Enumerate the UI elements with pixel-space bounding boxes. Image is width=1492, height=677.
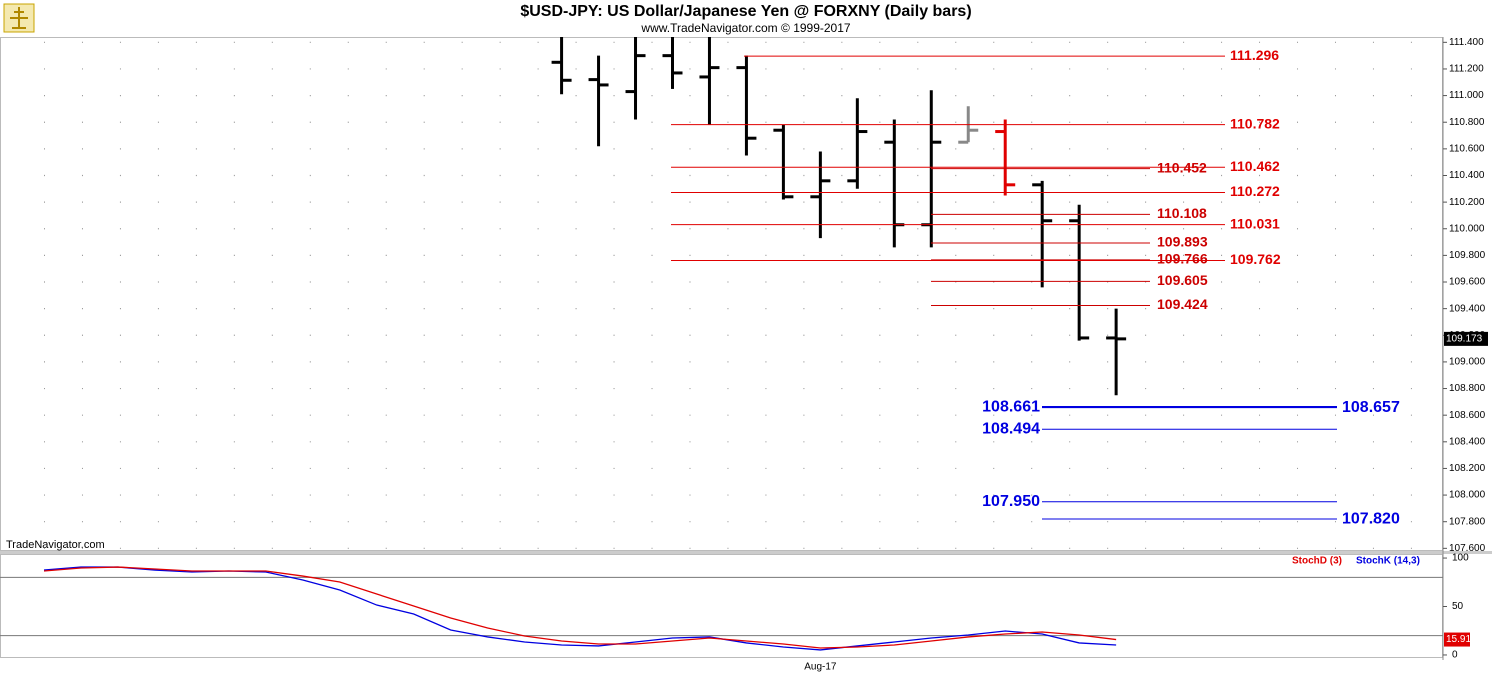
logo [3,3,35,33]
y-tick-label: 111.200 [1449,64,1484,75]
chart-subtitle: www.TradeNavigator.com © 1999-2017 [640,21,850,35]
last-price-box [1444,331,1488,346]
level-label: 109.762 [1230,251,1281,267]
y-tick-label: 107.600 [1449,543,1486,554]
level-label: 110.782 [1230,115,1280,131]
y-tick-label: 111.400 [1449,37,1484,48]
stoch-line [43,566,1117,649]
legend-entry: StochK (14,3) [1356,556,1420,567]
y-tick-label: 110.400 [1449,170,1485,181]
y-tick-label: 109.400 [1449,303,1486,314]
level-label: 111.296 [1230,47,1279,63]
watermark: TradeNavigator.com [6,539,105,551]
x-tick-label: Aug-17 [804,662,837,673]
y-tick-label: 50 [1452,601,1464,612]
y-tick-label: 108.000 [1449,490,1486,501]
level-label: 107.820 [1342,510,1400,527]
y-tick-label: 108.600 [1449,410,1486,421]
level-label: 107.950 [982,493,1040,510]
last-price-label: 109.173 [1446,334,1483,345]
panel-divider [0,551,1492,554]
y-tick-label: 108.200 [1449,463,1486,474]
y-tick-label: 110.600 [1449,143,1485,154]
y-tick-label: 111.000 [1449,90,1484,101]
y-tick-label: 108.800 [1449,383,1486,394]
value-label: 15.91 [1446,634,1471,645]
y-tick-label: 109.000 [1449,357,1486,368]
level-label: 109.605 [1157,272,1208,288]
level-label: 110.462 [1230,158,1280,174]
level-label: 110.031 [1230,215,1280,231]
y-tick-label: 109.800 [1449,250,1486,261]
level-label: 108.494 [982,421,1040,438]
level-label: 110.272 [1230,183,1280,199]
level-label: 109.766 [1157,251,1208,267]
level-label: 108.661 [982,398,1040,415]
value-box [1444,632,1470,647]
y-tick-label: 109.600 [1449,277,1486,288]
level-label: 109.424 [1157,296,1208,312]
level-label: 110.108 [1157,205,1207,221]
y-tick-label: 110.800 [1449,117,1485,128]
y-tick-label: 110.200 [1449,197,1485,208]
y-tick-label: 110.000 [1449,223,1485,234]
y-tick-label: 0 [1452,650,1458,661]
y-tick-label: 107.800 [1449,516,1486,527]
price-plot [551,37,1127,396]
y-tick-label: 108.400 [1449,436,1486,447]
chart-title: $USD-JPY: US Dollar/Japanese Yen @ FORXN… [520,3,971,20]
level-label: 109.893 [1157,234,1208,250]
legend-entry: StochD (3) [1292,556,1342,567]
y-tick-label: 100 [1452,553,1469,564]
level-label: 108.657 [1342,399,1400,416]
